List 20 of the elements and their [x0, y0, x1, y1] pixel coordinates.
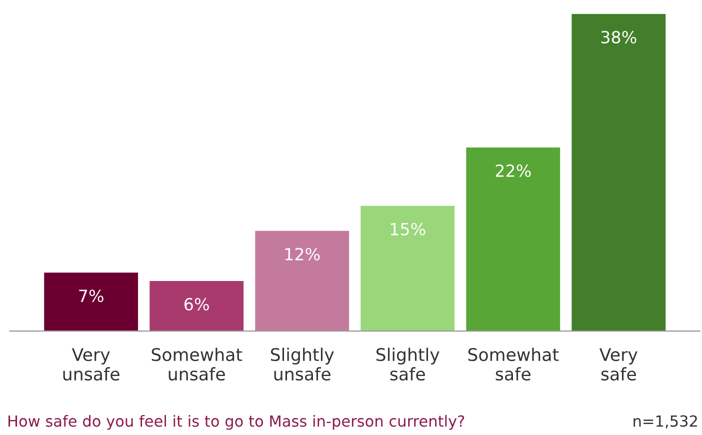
bar: [150, 280, 244, 332]
bar: [466, 147, 560, 332]
bar: [255, 230, 350, 332]
x-tick-label: Somewhat unsafe: [152, 348, 242, 381]
data-label: 7%: [79, 290, 104, 302]
data-label: 6%: [184, 298, 209, 311]
data-label: 12%: [285, 248, 320, 260]
bar: [572, 14, 666, 332]
data-label: 38%: [601, 30, 636, 44]
x-tick-label: Slightly safe: [376, 348, 440, 381]
bar: [44, 272, 138, 332]
text: How safe do you feel it is to go to Mass in-person currently?: [8, 414, 464, 430]
data-label: 15%: [390, 222, 426, 236]
x-tick-label: Very safe: [599, 348, 638, 381]
bar: [360, 206, 455, 332]
x-tick-label: Somewhat safe: [468, 348, 559, 381]
data-label: 22%: [496, 164, 531, 178]
text: n=1,532: [634, 415, 697, 428]
x-tick-label: Slightly unsafe: [270, 348, 334, 381]
x-tick-label: Very unsafe: [63, 348, 120, 381]
